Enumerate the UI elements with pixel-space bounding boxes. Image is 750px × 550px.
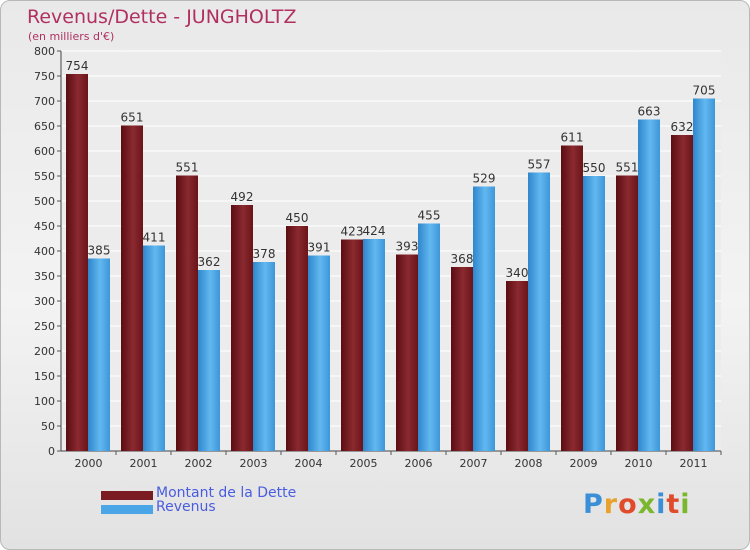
bar-revenus [198,270,220,451]
data-label: 455 [418,209,441,223]
bar-revenus [528,172,550,451]
y-tick-label: 450 [34,220,55,233]
logo-letter: r [603,489,619,520]
bar-revenus [363,239,385,451]
legend-label-dette: Montant de la Dette [156,485,297,501]
data-label: 393 [396,240,419,254]
y-tick-label: 700 [34,95,55,108]
logo-letter: x [637,489,657,520]
x-tick-label: 2000 [75,457,103,470]
data-label: 529 [473,172,496,186]
bar-dette [451,267,473,451]
bar-revenus [88,258,110,451]
y-tick-label: 350 [34,270,55,283]
x-tick-label: 2011 [680,457,708,470]
y-tick-label: 50 [41,420,55,433]
logo-letter: t [666,489,681,520]
data-label: 551 [616,161,639,175]
bar-dette [396,254,418,451]
y-tick-label: 550 [34,170,55,183]
data-label: 550 [583,161,606,175]
y-tick-label: 600 [34,145,55,158]
bar-revenus [473,186,495,451]
legend-swatch-dette [101,491,153,500]
y-tick-label: 500 [34,195,55,208]
data-label: 368 [451,252,474,266]
x-tick-label: 2003 [240,457,268,470]
y-tick-label: 650 [34,120,55,133]
bar-dette [286,226,308,451]
bar-revenus [253,262,275,451]
y-tick-label: 0 [48,445,55,458]
data-label: 340 [506,266,529,280]
bar-dette [561,145,583,451]
bar-revenus [638,119,660,451]
bar-dette [66,74,88,451]
data-label: 424 [363,224,386,238]
logo-letter: i [656,489,667,520]
x-tick-label: 2005 [350,457,378,470]
y-tick-label: 800 [34,45,55,58]
proxiti-logo: Proxiti [583,489,691,520]
data-label: 557 [528,158,551,172]
bar-dette [341,239,363,451]
bar-dette [506,281,528,451]
x-tick-label: 2006 [405,457,433,470]
bar-revenus [583,176,605,451]
x-tick-label: 2009 [570,457,598,470]
y-tick-label: 400 [34,245,55,258]
y-tick-label: 300 [34,295,55,308]
bar-revenus [693,98,715,451]
bar-revenus [308,255,330,451]
bar-dette [231,205,253,451]
bar-dette [616,175,638,451]
data-label: 551 [176,161,199,175]
data-label: 385 [88,244,111,258]
y-tick-label: 250 [34,320,55,333]
legend-swatch-revenus [101,505,153,514]
x-tick-label: 2010 [625,457,653,470]
y-tick-label: 100 [34,395,55,408]
bar-dette [176,175,198,451]
data-label: 411 [143,231,166,245]
y-tick-label: 150 [34,370,55,383]
data-label: 651 [121,111,144,125]
chart-subtitle: (en milliers d'€) [28,30,115,43]
data-label: 450 [286,211,309,225]
data-label: 423 [341,225,364,239]
data-label: 663 [638,105,661,119]
y-tick-label: 750 [34,70,55,83]
bar-dette [671,135,693,451]
chart-title: Revenus/Dette - JUNGHOLTZ [27,6,297,28]
logo-letter: o [618,489,638,520]
bar-revenus [418,223,440,451]
legend-label-revenus: Revenus [156,499,216,515]
bar-dette [121,125,143,451]
data-label: 391 [308,241,331,255]
data-label: 754 [66,59,89,73]
y-tick-label: 200 [34,345,55,358]
data-label: 492 [231,190,254,204]
logo-letter: i [680,489,691,520]
x-tick-label: 2001 [130,457,158,470]
data-label: 378 [253,247,276,261]
data-label: 705 [693,84,716,98]
x-tick-label: 2004 [295,457,323,470]
bar-revenus [143,245,165,451]
data-label: 632 [671,120,694,134]
x-tick-label: 2007 [460,457,488,470]
x-tick-label: 2002 [185,457,213,470]
data-label: 611 [561,131,584,145]
logo-letter: P [583,489,604,520]
x-tick-label: 2008 [515,457,543,470]
data-label: 362 [198,255,221,269]
